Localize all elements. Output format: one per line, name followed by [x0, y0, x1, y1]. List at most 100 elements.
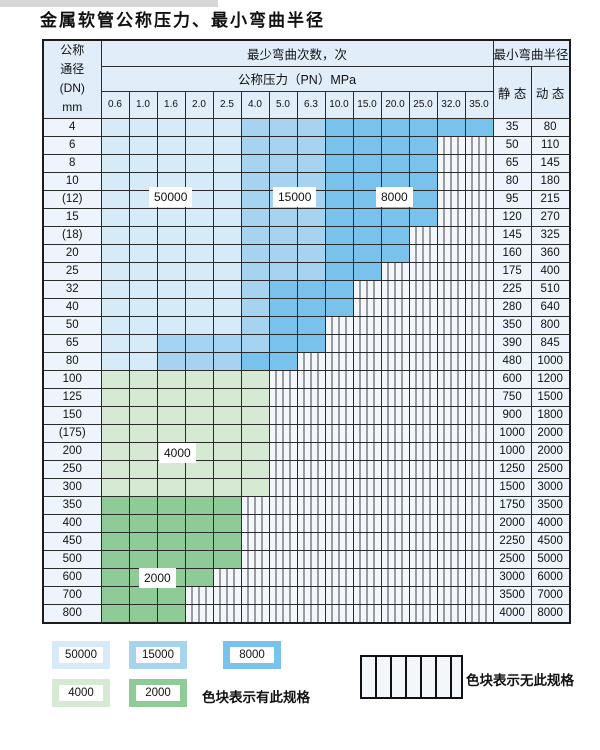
no-spec-cell [324, 513, 354, 533]
spec-cell-4000 [128, 423, 158, 443]
spec-cell-8000 [408, 189, 438, 209]
static-radius-value: 3000 [492, 567, 532, 587]
spec-cell-15000 [296, 153, 326, 173]
no-spec-cell [408, 279, 438, 299]
dynamic-radius-value: 2500 [530, 459, 571, 479]
table-row: (18) 145 325 [42, 225, 571, 245]
pressure-tick: 2.5 [212, 90, 242, 119]
dn-value: 125 [42, 387, 102, 407]
pressure-tick: 0.6 [100, 90, 130, 119]
no-spec-cell [296, 459, 326, 479]
spec-cell-50000 [212, 153, 242, 173]
spec-cell-4000 [212, 477, 242, 497]
static-radius-value: 175 [492, 261, 532, 281]
no-spec-cell [240, 495, 270, 515]
legend-swatch-2000: 2000 [129, 679, 187, 707]
table-row: 32 225 510 [42, 279, 571, 299]
dn-header-line: 通径 [60, 62, 85, 77]
spec-cell-8000 [408, 171, 438, 191]
dn-value: (18) [42, 225, 102, 245]
static-radius-value: 225 [492, 279, 532, 299]
table-row: 150 900 1800 [42, 405, 571, 425]
dynamic-radius-value: 215 [530, 189, 571, 209]
no-spec-cell [352, 405, 382, 425]
no-spec-cell [436, 369, 466, 389]
dynamic-radius-value: 145 [530, 153, 571, 173]
no-spec-cell [380, 495, 410, 515]
spec-cell-50000 [128, 315, 158, 335]
no-spec-cell [380, 549, 410, 569]
spec-cell-8000 [268, 279, 298, 299]
spec-cell-50000 [212, 225, 242, 245]
dynamic-radius-value: 80 [530, 117, 571, 137]
no-spec-cell [268, 423, 298, 443]
no-spec-cell [408, 333, 438, 353]
dn-header-line: mm [62, 100, 83, 115]
spec-cell-2000 [100, 567, 130, 587]
spec-cell-8000 [324, 225, 354, 245]
spec-cell-8000 [268, 333, 298, 353]
no-spec-cell [240, 549, 270, 569]
spec-cell-15000 [184, 351, 214, 371]
no-spec-cell [296, 531, 326, 551]
spec-cell-4000 [212, 369, 242, 389]
static-radius-value: 95 [492, 189, 532, 209]
no-spec-cell [408, 261, 438, 281]
dynamic-radius-value: 510 [530, 279, 571, 299]
static-radius-value: 600 [492, 369, 532, 389]
dn-value: 32 [42, 279, 102, 299]
no-spec-cell [324, 531, 354, 551]
dynamic-radius-value: 325 [530, 225, 571, 245]
spec-cell-8000 [268, 315, 298, 335]
no-spec-cell [436, 135, 466, 155]
no-spec-cell [380, 441, 410, 461]
legend-swatch-label: 50000 [59, 647, 103, 663]
spec-cell-4000 [184, 369, 214, 389]
no-spec-cell [352, 549, 382, 569]
pressure-header: 公称压力（PN）MPa [100, 65, 494, 92]
spec-cell-2000 [184, 567, 214, 587]
spec-cell-15000 [268, 153, 298, 173]
no-spec-cell [464, 225, 494, 245]
spec-cell-2000 [100, 585, 130, 605]
dn-value: 100 [42, 369, 102, 389]
no-spec-cell [380, 513, 410, 533]
spec-cell-50000 [156, 171, 186, 191]
spec-cell-50000 [156, 117, 186, 137]
no-spec-cell [408, 477, 438, 497]
no-spec-cell [352, 459, 382, 479]
dn-value: 800 [42, 603, 102, 623]
no-spec-cell [408, 315, 438, 335]
no-spec-cell [324, 333, 354, 353]
table-row: 250 1250 2500 [42, 459, 571, 479]
spec-cell-4000 [240, 387, 270, 407]
spec-cell-50000 [128, 117, 158, 137]
pressure-tick: 2.0 [184, 90, 214, 119]
spec-cell-50000 [212, 315, 242, 335]
static-radius-value: 480 [492, 351, 532, 371]
spec-cell-2000 [184, 549, 214, 569]
no-spec-cell [296, 549, 326, 569]
dn-value: 4 [42, 117, 102, 137]
table-row: 50 350 800 [42, 315, 571, 335]
spec-cell-15000 [296, 207, 326, 227]
dynamic-radius-value: 400 [530, 261, 571, 281]
table-row: 350 1750 3500 [42, 495, 571, 515]
spec-cell-50000 [100, 207, 130, 227]
no-spec-cell [296, 567, 326, 587]
spec-cell-8000 [352, 153, 382, 173]
no-spec-cell [436, 243, 466, 263]
cycle-count-label: 50000 [149, 187, 193, 207]
no-spec-cell [212, 567, 242, 587]
spec-cell-8000 [380, 153, 410, 173]
spec-cell-4000 [100, 477, 130, 497]
no-spec-cell [436, 549, 466, 569]
dynamic-radius-value: 1200 [530, 369, 571, 389]
static-radius-value: 2000 [492, 513, 532, 533]
pressure-tick: 35.0 [464, 90, 494, 119]
spec-cell-50000 [128, 135, 158, 155]
dn-value: 400 [42, 513, 102, 533]
no-spec-cell [380, 603, 410, 623]
dn-value: 25 [42, 261, 102, 281]
no-spec-cell [184, 585, 214, 605]
